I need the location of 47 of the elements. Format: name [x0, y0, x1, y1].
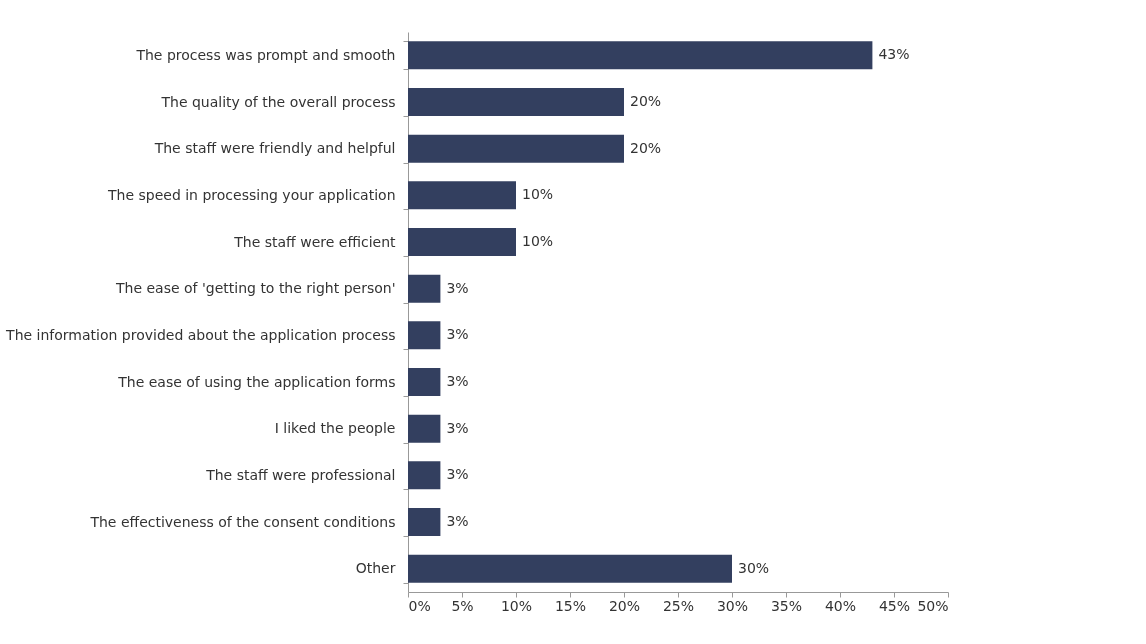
x-tick-label: 30% — [716, 597, 749, 614]
x-tick-label: 50% — [917, 597, 949, 614]
y-tick-label: The staff were efficient — [233, 233, 397, 250]
x-tick-label: 15% — [554, 597, 587, 614]
bar — [408, 461, 441, 490]
bar — [408, 134, 624, 163]
data-label: 3% — [446, 513, 469, 529]
y-tick-label: The quality of the overall process — [160, 93, 396, 110]
y-tick-label: The information provided about the application process — [5, 326, 396, 343]
x-tick-label: 0% — [408, 597, 431, 614]
bar — [408, 228, 516, 256]
data-label: 3% — [446, 419, 469, 436]
data-label: 3% — [446, 326, 469, 343]
bar — [408, 274, 441, 303]
y-tick-label: The process was prompt and smooth — [135, 46, 396, 63]
bar — [408, 321, 441, 350]
data-label: 30% — [738, 559, 770, 576]
data-label: 20% — [630, 93, 662, 109]
bar — [408, 41, 873, 70]
y-tick-label: The ease of 'getting to the right person' — [114, 280, 396, 297]
x-tick-label: 25% — [662, 597, 695, 614]
data-label: 43% — [878, 46, 910, 63]
data-label: 10% — [522, 186, 554, 203]
x-tick-label: 10% — [500, 597, 533, 614]
data-label: 10% — [522, 233, 554, 249]
x-tick-label: 45% — [878, 597, 911, 614]
y-tick-label: The effectiveness of the consent conditions — [89, 513, 396, 530]
bar — [408, 88, 624, 116]
y-tick-label: I liked the people — [274, 420, 396, 437]
y-tick-label: The speed in processing your application — [107, 186, 396, 203]
y-tick-label: The staff were professional — [205, 466, 396, 483]
bar — [408, 368, 441, 396]
bar — [408, 181, 516, 210]
x-tick-label: 5% — [451, 597, 474, 614]
y-tick-label: The ease of using the application forms — [117, 373, 396, 390]
data-label: 3% — [446, 373, 469, 389]
x-tick-label: 40% — [824, 597, 857, 614]
y-tick-label: The staff were friendly and helpful — [153, 140, 396, 157]
y-tick-label: Other — [355, 560, 396, 577]
x-tick-label: 35% — [770, 597, 803, 614]
data-label: 3% — [446, 466, 469, 483]
bar — [408, 414, 441, 443]
bar — [408, 554, 732, 583]
data-label: 3% — [446, 279, 469, 296]
x-tick-label: 20% — [608, 597, 641, 614]
bar — [408, 508, 441, 536]
data-label: 20% — [630, 139, 662, 156]
